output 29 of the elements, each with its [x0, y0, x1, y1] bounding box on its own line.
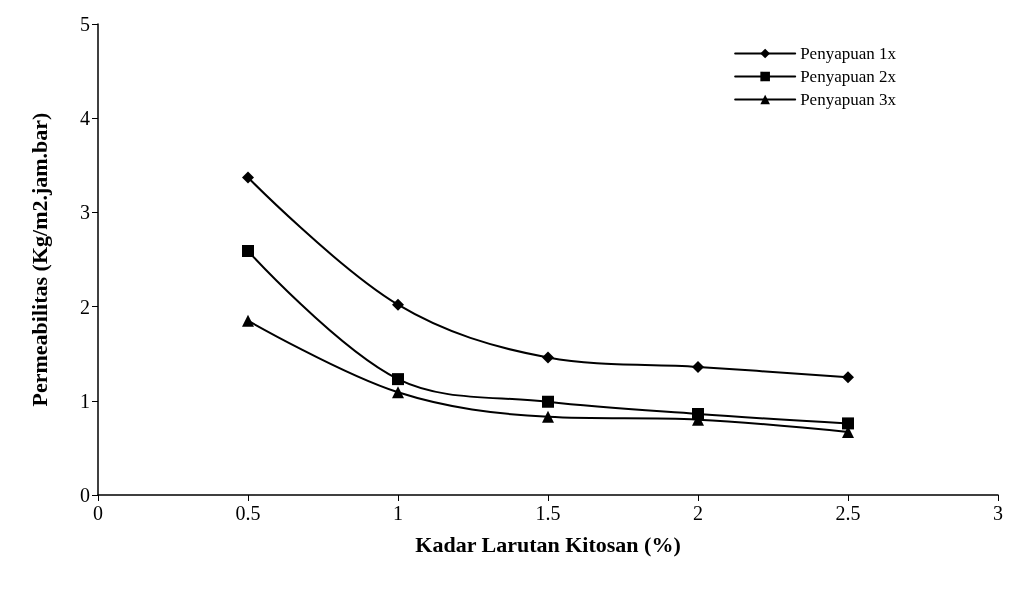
point	[392, 373, 404, 386]
y-tick-label: 0	[80, 484, 90, 506]
y-tick-label: 4	[80, 107, 90, 130]
legend-label: Penyapuan 3x	[800, 90, 897, 109]
point	[242, 171, 254, 184]
point	[392, 386, 404, 399]
point	[542, 395, 554, 408]
y-tick-label: 3	[80, 201, 90, 224]
x-tick-label: 1	[393, 502, 403, 524]
point	[842, 417, 854, 430]
legend-label: Penyapuan 2x	[800, 67, 897, 86]
point	[242, 314, 254, 327]
point	[842, 371, 854, 384]
point	[542, 351, 554, 364]
y-tick-label: 5	[80, 13, 90, 35]
point	[242, 245, 254, 258]
point	[392, 298, 404, 311]
x-tick-label: 1.5	[535, 502, 561, 524]
legend-label: Penyapuan 1x	[800, 44, 897, 63]
point	[542, 410, 554, 423]
x-tick-label: 3	[993, 502, 1003, 524]
y-tick-label: 2	[80, 295, 90, 318]
y-tick-label: 1	[80, 389, 90, 412]
y-axis-title: Permeabilitas (Kg/m2.jam.bar)	[26, 112, 52, 407]
x-tick-label: 2.5	[835, 502, 861, 524]
x-axis-title: Kadar Larutan Kitosan (%)	[415, 531, 681, 557]
x-tick-label: 2	[693, 502, 703, 524]
point	[692, 360, 704, 373]
x-tick-label: 0.5	[235, 502, 261, 524]
